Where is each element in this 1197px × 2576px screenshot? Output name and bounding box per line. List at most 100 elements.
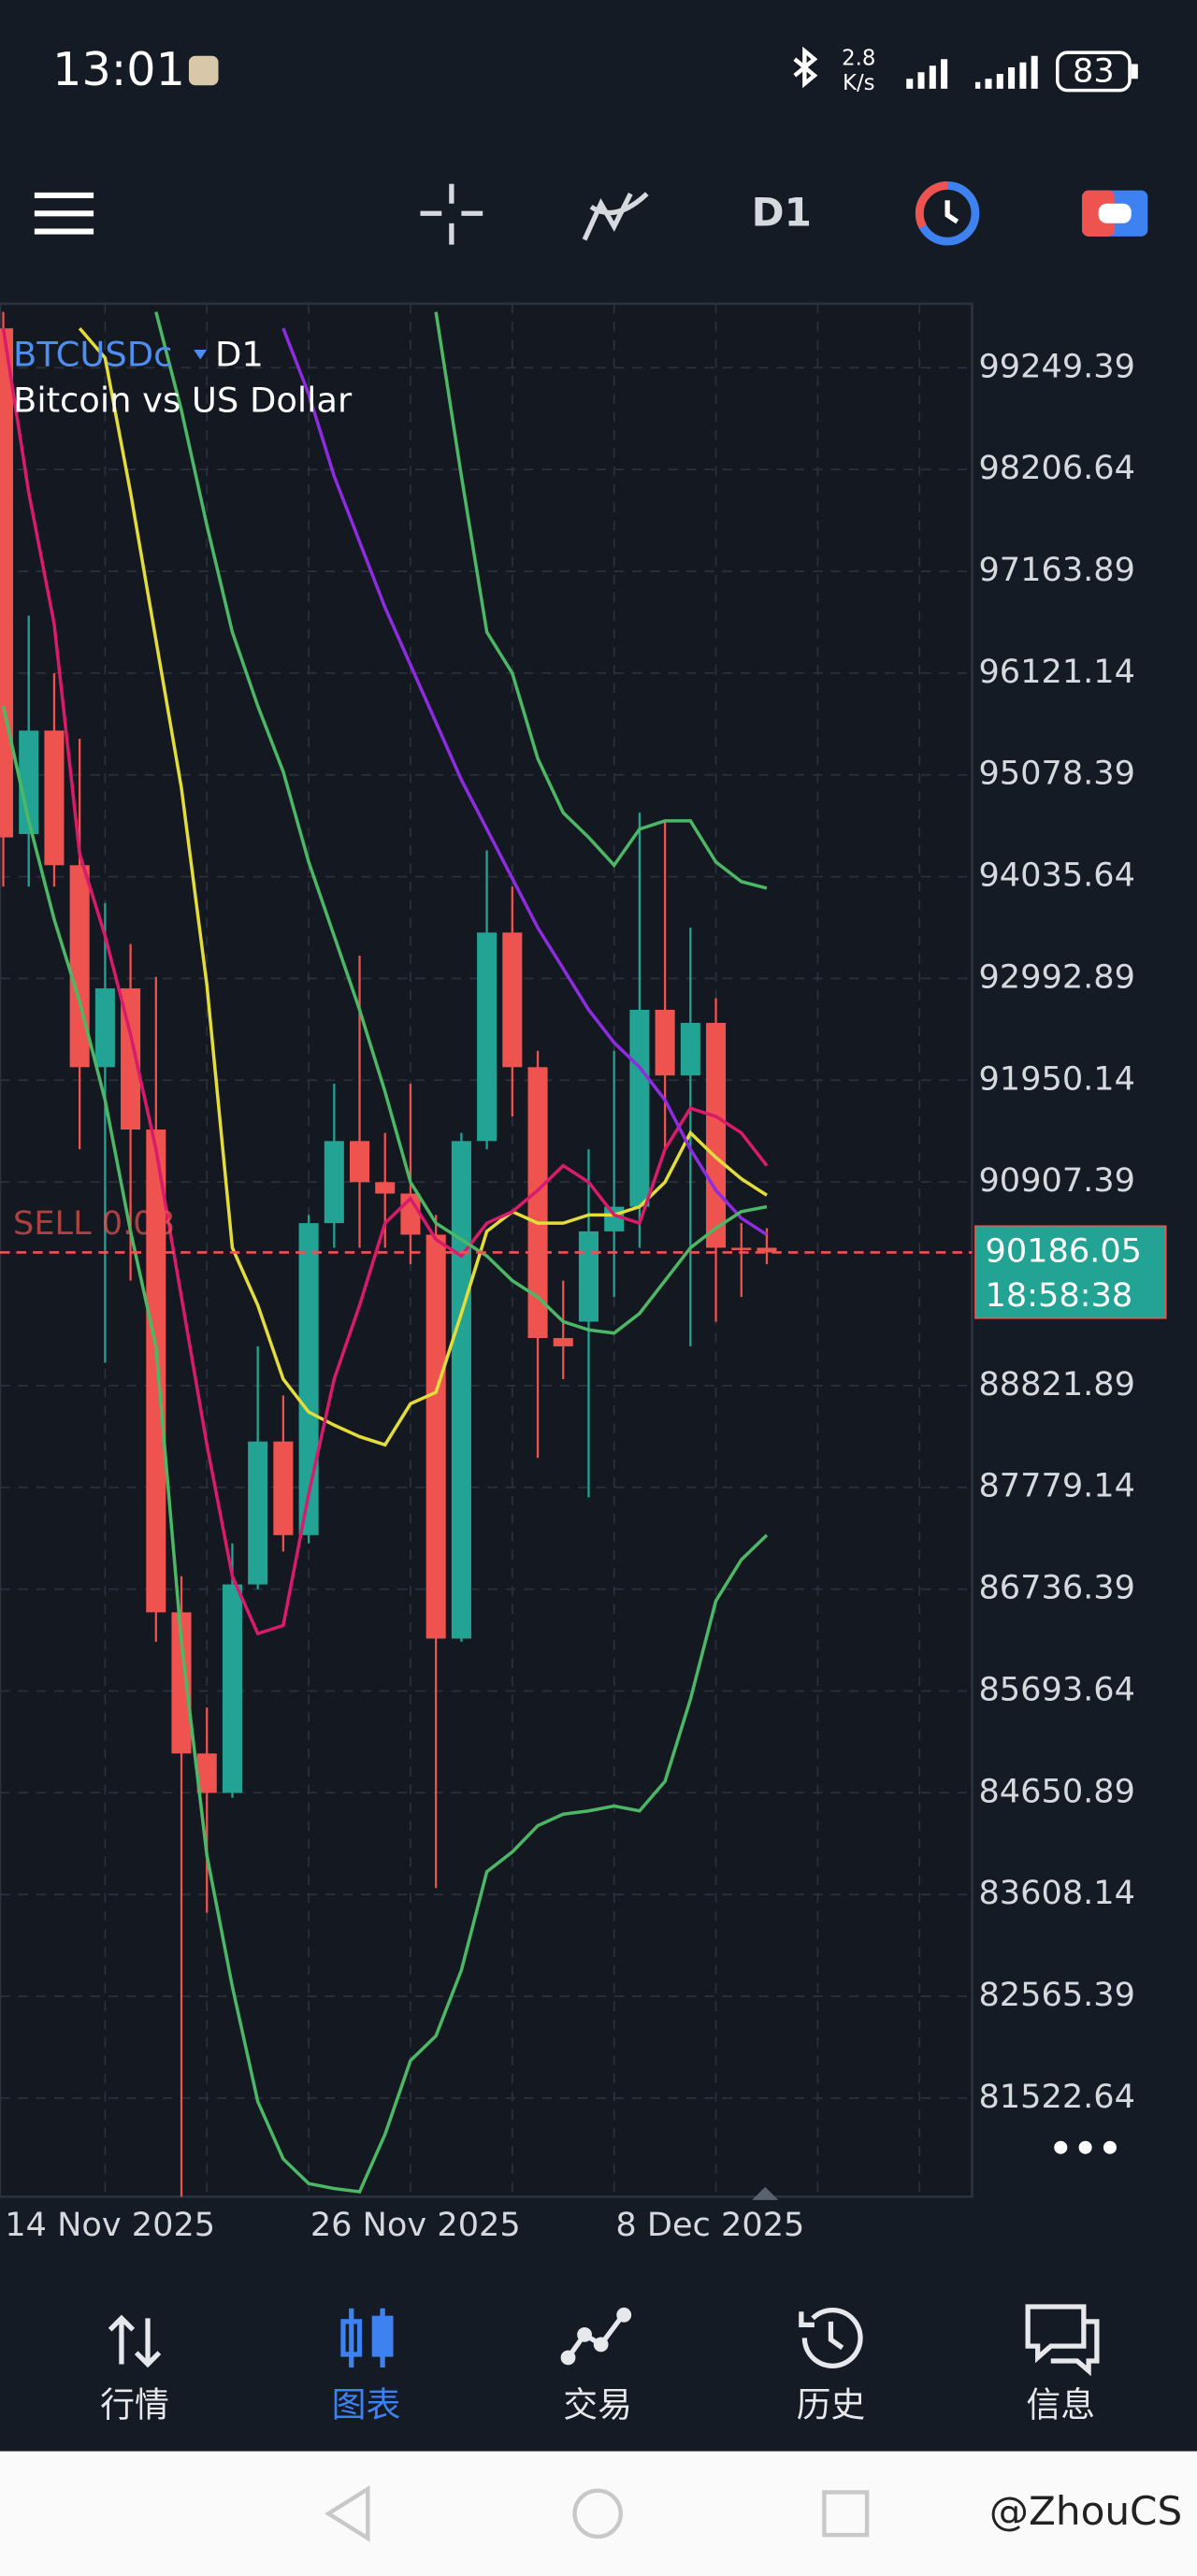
- battery-level: 83: [1073, 51, 1115, 90]
- indicator-line: [434, 311, 768, 890]
- candle-body: [629, 1009, 650, 1207]
- y-tick-label: 97163.89: [978, 551, 1135, 589]
- watermark: @ZhouCS: [989, 2488, 1182, 2534]
- candle-body: [502, 932, 523, 1068]
- y-tick-label: 87779.14: [978, 1467, 1135, 1505]
- candle-body: [222, 1584, 242, 1793]
- candle-body: [273, 1441, 294, 1535]
- x-tick-label: 26 Nov 2025: [310, 2206, 521, 2244]
- candle-body: [451, 1141, 471, 1639]
- y-tick-label: 81522.64: [978, 2078, 1135, 2116]
- candle-body: [477, 932, 498, 1142]
- indicator-line: [1, 705, 769, 2194]
- history-icon[interactable]: [799, 2308, 863, 2368]
- y-tick-label: 85693.64: [978, 1670, 1135, 1708]
- candle-body: [731, 1247, 752, 1251]
- nav-label[interactable]: 行情: [100, 2385, 169, 2425]
- y-tick-label: 95078.39: [978, 755, 1135, 793]
- indicators-button[interactable]: [582, 192, 649, 241]
- more-button[interactable]: [1054, 2140, 1117, 2154]
- net-speed: 2.8: [842, 47, 875, 71]
- indicator-line: [1, 327, 769, 1636]
- symbol-dropdown[interactable]: [194, 350, 208, 360]
- messages-icon[interactable]: [1025, 2304, 1100, 2377]
- candle-body: [44, 730, 65, 866]
- candle-body: [604, 1206, 625, 1231]
- home-button[interactable]: [572, 2488, 623, 2540]
- chart-icon[interactable]: [340, 2308, 394, 2368]
- x-tick-label: 8 Dec 2025: [615, 2206, 804, 2244]
- candle-body: [146, 1130, 166, 1613]
- candle-body: [757, 1247, 777, 1253]
- candle-body: [19, 730, 39, 835]
- nav-label[interactable]: 交易: [563, 2385, 632, 2425]
- candle-body: [121, 988, 141, 1130]
- back-button[interactable]: [324, 2484, 370, 2542]
- candle-body: [680, 1022, 700, 1076]
- net-unit: K/s: [843, 71, 875, 95]
- candle-body: [578, 1230, 598, 1322]
- nav-label[interactable]: 图表: [332, 2385, 401, 2425]
- y-tick-label: 91950.14: [978, 1059, 1135, 1098]
- y-tick-label: 83608.14: [978, 1874, 1135, 1912]
- menu-button[interactable]: [34, 192, 94, 235]
- signal-2: [974, 55, 1038, 89]
- position-label: SELL 0.08: [13, 1204, 175, 1243]
- bottom-nav: 行情 图表 交易 历史 信息: [100, 2304, 1100, 2425]
- symbol-description: Bitcoin vs US Dollar: [13, 381, 353, 421]
- candle-body: [196, 1753, 217, 1793]
- crosshair-button[interactable]: [420, 183, 483, 245]
- candle-body: [706, 1022, 727, 1248]
- x-tick-label: 14 Nov 2025: [5, 2206, 215, 2244]
- price-tag: [974, 1225, 1167, 1319]
- bluetooth-icon: [793, 46, 818, 89]
- quotes-icon[interactable]: [108, 2314, 162, 2368]
- candle-body: [171, 1612, 192, 1754]
- candle-body: [298, 1223, 319, 1535]
- battery: [1055, 50, 1132, 93]
- app-icon: [188, 55, 219, 86]
- trade-time-button[interactable]: [915, 181, 980, 246]
- indicator-line: [281, 327, 768, 1236]
- candle-body: [425, 1234, 446, 1639]
- y-tick-label: 94035.64: [978, 856, 1135, 895]
- y-tick-label: 82565.39: [978, 1976, 1135, 2014]
- candle-body: [0, 328, 14, 838]
- scroll-marker[interactable]: [752, 2186, 779, 2200]
- candle-body: [553, 1338, 573, 1346]
- y-tick-label: 92992.89: [978, 957, 1135, 996]
- chart-timeframe: D1: [215, 335, 264, 375]
- y-tick-label: 88821.89: [978, 1365, 1135, 1403]
- indicator-line: [154, 311, 768, 1335]
- nav-label[interactable]: 历史: [797, 2385, 866, 2425]
- trade-icon[interactable]: [560, 2307, 632, 2366]
- candle-body: [324, 1141, 344, 1224]
- y-tick-label: 84650.89: [978, 1772, 1135, 1810]
- y-tick-label: 98206.64: [978, 449, 1135, 487]
- y-tick-label: 96121.14: [978, 653, 1135, 691]
- battery-tip: [1131, 64, 1138, 79]
- candle-body: [69, 865, 90, 1068]
- y-tick-label: 99249.39: [978, 347, 1135, 385]
- y-tick-label: 90907.39: [978, 1161, 1135, 1200]
- one-click-button[interactable]: [1082, 190, 1148, 237]
- signal-1: [906, 59, 948, 89]
- nav-label[interactable]: 信息: [1026, 2385, 1095, 2425]
- recents-button[interactable]: [822, 2490, 870, 2538]
- candle-body: [349, 1141, 370, 1183]
- system-nav-bar: [0, 2451, 1197, 2576]
- candle-body: [527, 1067, 548, 1339]
- indicator-line: [78, 327, 768, 1447]
- candle-body: [248, 1441, 268, 1585]
- symbol[interactable]: BTCUSDc: [13, 335, 172, 375]
- candle-body: [655, 1009, 675, 1076]
- clock: 13:01: [52, 42, 185, 96]
- candle-body: [94, 988, 115, 1068]
- y-tick-label: 86736.39: [978, 1569, 1135, 1607]
- timeframe-button[interactable]: D1: [752, 190, 812, 236]
- candle-body: [375, 1182, 396, 1194]
- price-tag-countdown: 18:58:38: [985, 1276, 1132, 1315]
- price-tag-price: 90186.05: [985, 1231, 1142, 1270]
